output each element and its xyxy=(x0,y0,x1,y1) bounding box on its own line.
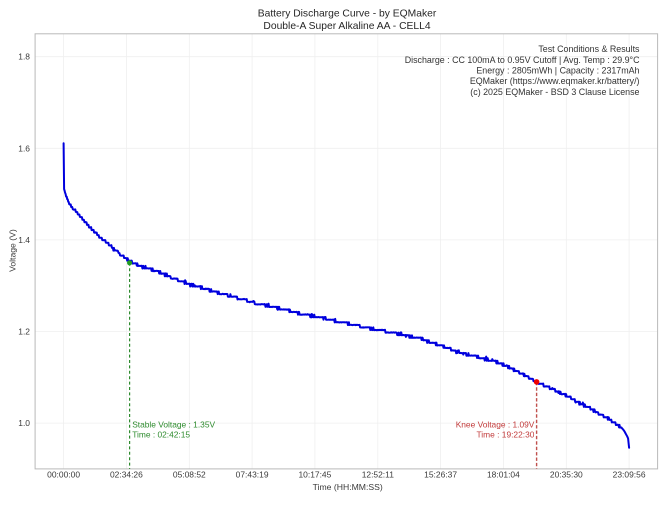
svg-text:Voltage (V): Voltage (V) xyxy=(8,229,18,272)
svg-text:Battery Discharge Curve - by E: Battery Discharge Curve - by EQMaker xyxy=(258,8,437,19)
svg-text:Energy : 2805mWh | Capacity :: Energy : 2805mWh | Capacity : 2317mAh xyxy=(476,66,639,76)
svg-text:1.0: 1.0 xyxy=(18,418,30,428)
svg-text:1.4: 1.4 xyxy=(18,235,30,245)
svg-text:18:01:04: 18:01:04 xyxy=(487,470,520,480)
svg-text:Time (HH:MM:SS): Time (HH:MM:SS) xyxy=(313,482,383,492)
svg-text:EQMaker (https://www.eqmaker.k: EQMaker (https://www.eqmaker.kr/battery/… xyxy=(470,76,640,86)
svg-text:1.8: 1.8 xyxy=(18,52,30,62)
svg-text:Stable Voltage : 1.35V: Stable Voltage : 1.35V xyxy=(132,420,215,430)
svg-text:Knee Voltage : 1.09V: Knee Voltage : 1.09V xyxy=(456,420,535,430)
svg-text:00:00:00: 00:00:00 xyxy=(47,470,80,480)
svg-text:12:52:11: 12:52:11 xyxy=(362,470,395,480)
svg-text:05:08:52: 05:08:52 xyxy=(173,470,206,480)
svg-text:1.2: 1.2 xyxy=(18,327,30,337)
svg-text:Double-A Super Alkaline AA - C: Double-A Super Alkaline AA - CELL4 xyxy=(263,21,430,32)
svg-text:(c) 2025 EQMaker - BSD 3 Claus: (c) 2025 EQMaker - BSD 3 Clause License xyxy=(470,87,639,97)
svg-text:07:43:19: 07:43:19 xyxy=(236,470,269,480)
svg-text:02:34:26: 02:34:26 xyxy=(110,470,143,480)
svg-text:15:26:37: 15:26:37 xyxy=(424,470,457,480)
svg-text:Test Conditions & Results: Test Conditions & Results xyxy=(538,44,640,54)
svg-text:23:09:56: 23:09:56 xyxy=(613,470,646,480)
svg-text:1.6: 1.6 xyxy=(18,143,30,153)
svg-text:10:17:45: 10:17:45 xyxy=(298,470,331,480)
svg-text:20:35:30: 20:35:30 xyxy=(550,470,583,480)
svg-text:Time : 02:42:15: Time : 02:42:15 xyxy=(132,429,190,439)
svg-text:Discharge : CC 100mA to 0.95V: Discharge : CC 100mA to 0.95V Cutoff | A… xyxy=(405,55,640,65)
svg-text:Time : 19:22:30: Time : 19:22:30 xyxy=(477,429,535,439)
